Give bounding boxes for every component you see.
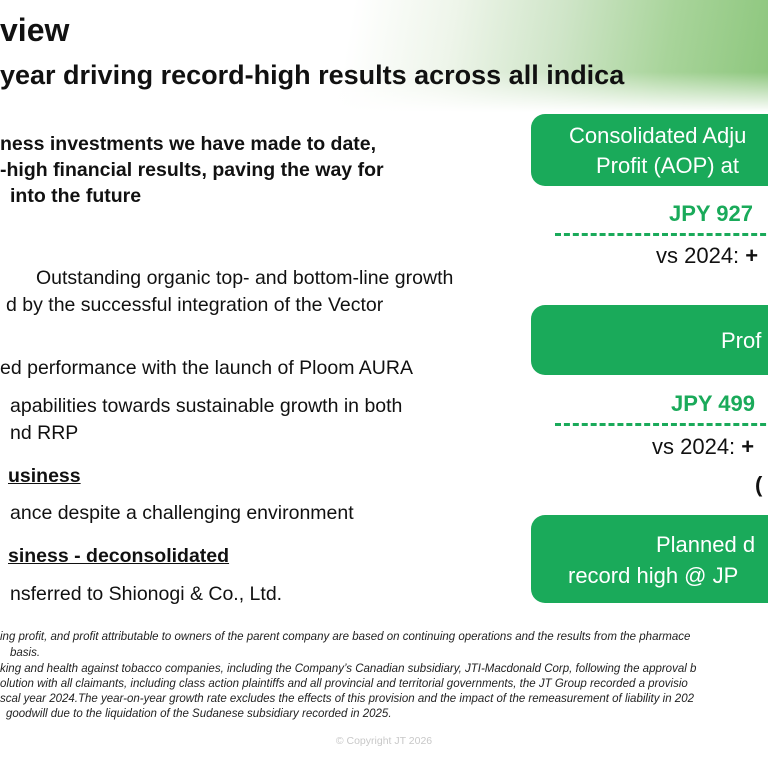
lead-line: into the future [10, 185, 142, 207]
bullet-line: apabilities towards sustainable growth i… [10, 395, 403, 417]
section-heading-business: usiness [8, 465, 81, 487]
bullet-performance: ance despite a challenging environment [0, 500, 354, 527]
bullet-transfer: nsferred to Shionogi & Co., Ltd. [0, 581, 282, 608]
copyright: © Copyright JT 2026 [335, 735, 433, 747]
lead-line: ness investments we have made to date, [0, 133, 377, 155]
page-subtitle: year driving record-high results across … [0, 60, 625, 90]
profit-note: ( [755, 472, 763, 497]
vs-change: + [741, 434, 755, 459]
footnote-line: olution with all claimants, including cl… [0, 678, 688, 690]
bullet-line: nd RRP [10, 422, 79, 444]
bullet-capabilities: apabilities towards sustainable growth i… [0, 393, 402, 447]
lead-statement: ness investments we have made to date, -… [0, 131, 500, 209]
aop-card-line: Consolidated Adju [569, 123, 747, 148]
dashed-divider [555, 423, 768, 426]
profit-card: Prof [531, 305, 768, 375]
dashed-divider [555, 233, 768, 236]
bullet-ploom: ed performance with the launch of Ploom … [0, 355, 413, 382]
footnote-line: king and health against tobacco companie… [0, 663, 697, 675]
profit-card-line: Prof [721, 328, 762, 353]
bullet-line: ance despite a challenging environment [10, 502, 354, 524]
vs-change: + [745, 243, 759, 268]
bullet-line: nsferred to Shionogi & Co., Ltd. [10, 583, 283, 605]
bullet-line: ed performance with the launch of Ploom … [0, 357, 413, 379]
profit-value: JPY 499 [671, 391, 756, 416]
footnote-line: goodwill due to the liquidation of the S… [6, 708, 392, 720]
bullet-growth: Outstanding organic top- and bottom-line… [0, 265, 453, 319]
aop-value: JPY 927 [669, 201, 754, 226]
footnote-line: ing profit, and profit attributable to o… [0, 631, 691, 643]
footnote-line: scal year 2024.The year-on-year growth r… [0, 693, 694, 705]
page-title: view [0, 12, 70, 48]
lead-line: -high financial results, paving the way … [0, 159, 384, 181]
bullet-line: d by the successful integration of the V… [6, 294, 384, 316]
vs-label: vs 2024: [656, 243, 746, 268]
header-background [0, 0, 768, 112]
section-heading-deconsolidated: siness - deconsolidated [8, 545, 230, 567]
aop-card-line: Profit (AOP) at [596, 153, 740, 178]
planned-card: Planned d record high @ JP [531, 515, 768, 603]
footnote-line: basis. [10, 647, 41, 659]
planned-card-line: Planned d [656, 532, 756, 557]
vs-label: vs 2024: [652, 434, 742, 459]
aop-card: Consolidated Adju Profit (AOP) at [531, 114, 768, 186]
aop-vs-2024: vs 2024: + [656, 243, 758, 269]
bullet-line: Outstanding organic top- and bottom-line… [36, 267, 454, 289]
planned-card-line: record high @ JP [568, 563, 739, 588]
profit-vs-2024: vs 2024: + [652, 434, 754, 460]
